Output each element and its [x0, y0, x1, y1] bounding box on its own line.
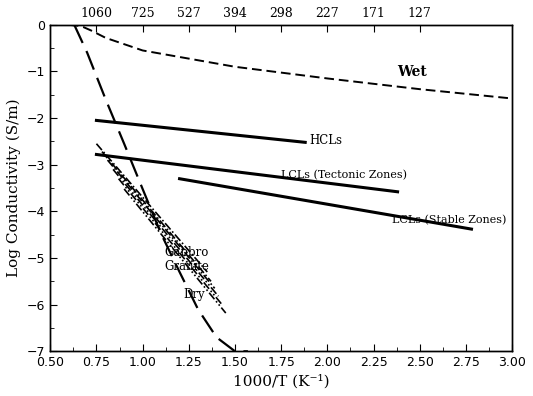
X-axis label: 1000/T (K⁻¹): 1000/T (K⁻¹)	[233, 375, 329, 389]
Text: LCLs (Stable Zones): LCLs (Stable Zones)	[392, 215, 506, 225]
Text: HCLs: HCLs	[309, 133, 342, 147]
Text: Gabbro: Gabbro	[165, 246, 209, 259]
Text: Wet: Wet	[398, 65, 427, 79]
Text: Dry: Dry	[183, 288, 205, 301]
Y-axis label: Log Conductivity (S/m): Log Conductivity (S/m)	[7, 99, 21, 277]
Text: LCLs (Tectonic Zones): LCLs (Tectonic Zones)	[281, 170, 407, 180]
Text: Granite: Granite	[165, 260, 209, 273]
